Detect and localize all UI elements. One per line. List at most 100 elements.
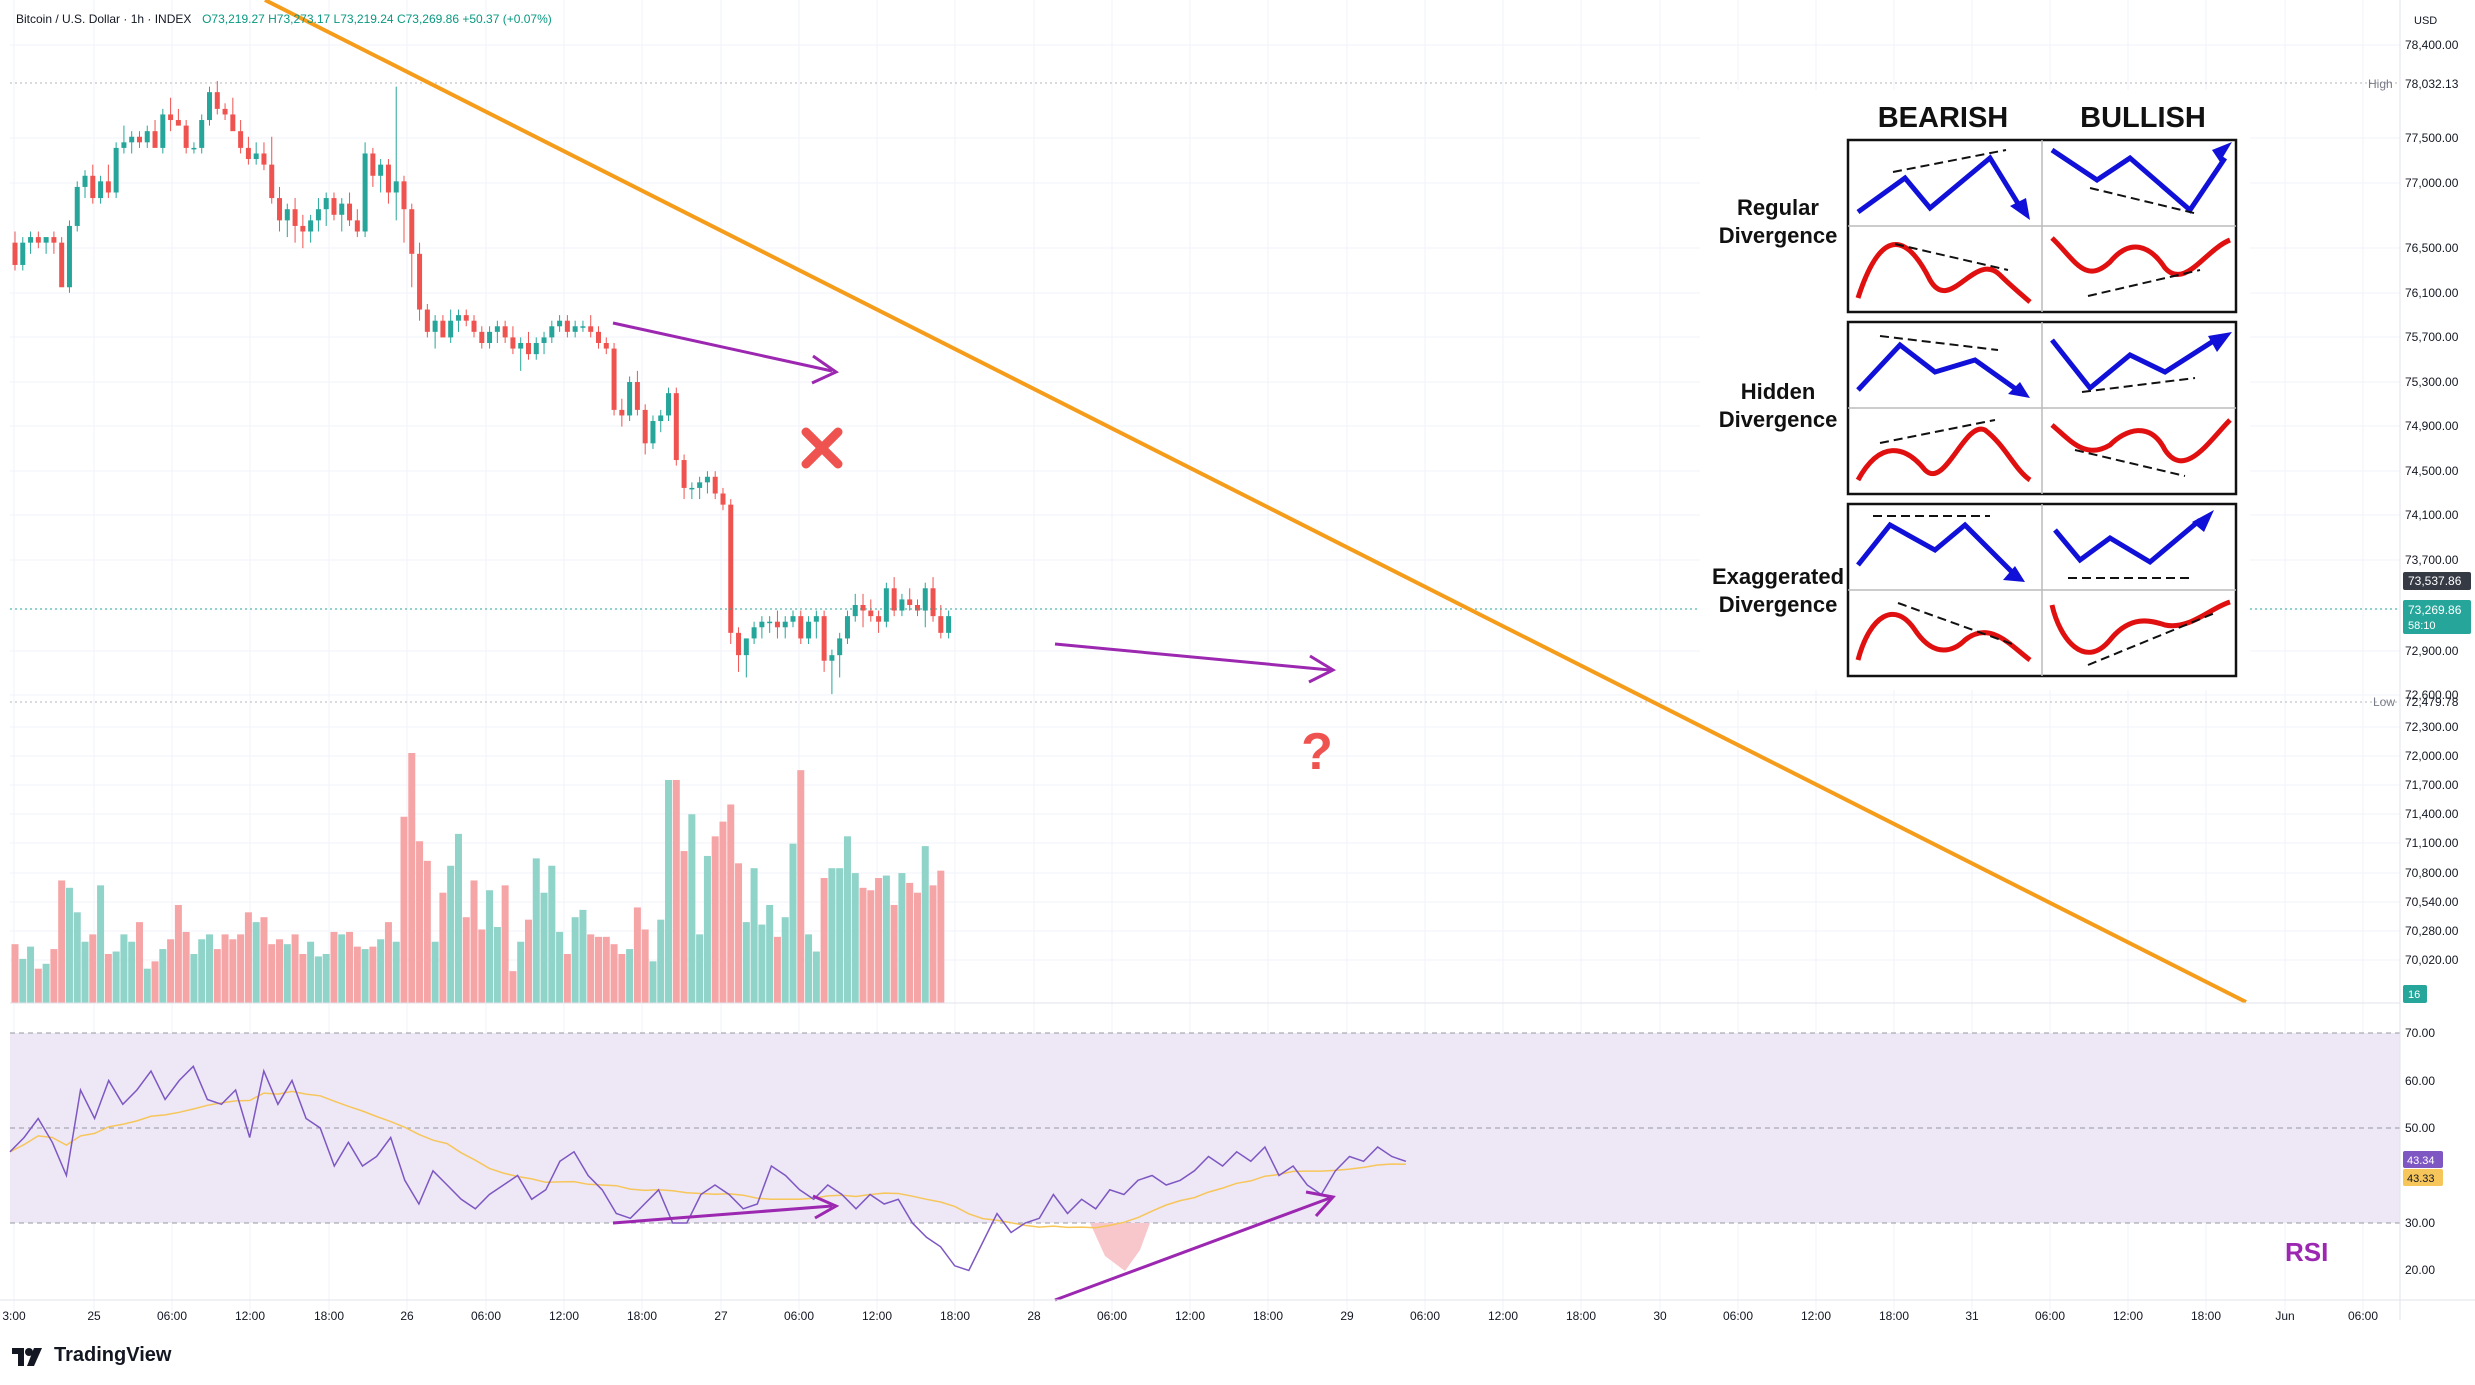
invalid-x-icon — [801, 427, 843, 469]
price-tick-label: 72,300.00 — [2405, 720, 2459, 734]
price-tick-label: 74,500.00 — [2405, 464, 2459, 478]
volume-bar — [167, 939, 175, 1003]
candle — [704, 471, 710, 494]
candle — [230, 97, 236, 132]
price-tick-label: 72,600.00 — [2405, 688, 2459, 702]
volume-bar — [773, 936, 781, 1003]
volume-bar — [454, 833, 462, 1003]
candle — [891, 577, 897, 617]
volume-bar — [602, 936, 610, 1003]
candle — [697, 476, 703, 500]
price-tick-label: 76,100.00 — [2405, 286, 2459, 300]
volume-bar — [299, 953, 307, 1003]
price-tick-label: 74,100.00 — [2405, 508, 2459, 522]
close-value: C73,269.86 — [396, 12, 460, 26]
volume-bar — [859, 887, 867, 1003]
volume-bar — [509, 971, 517, 1003]
candle — [315, 198, 321, 232]
price-divergence-arrow-2[interactable] — [1054, 642, 1337, 684]
candle — [463, 309, 469, 327]
candle — [759, 616, 765, 639]
volume-bar — [548, 865, 556, 1003]
candle — [261, 142, 267, 171]
volume-bar — [672, 779, 680, 1003]
candle — [471, 315, 477, 338]
candle — [409, 203, 415, 288]
tradingview-logo[interactable]: TradingView — [12, 1344, 171, 1367]
candle — [876, 610, 882, 633]
candle — [806, 616, 812, 645]
volume-bar — [89, 934, 97, 1003]
volume-bar — [524, 919, 532, 1003]
candle — [650, 415, 656, 449]
candle — [852, 593, 858, 622]
volume-bar — [268, 944, 276, 1003]
volume-bar — [820, 878, 828, 1003]
time-tick-label: 06:00 — [2035, 1309, 2065, 1323]
trendline[interactable] — [264, 0, 2247, 1004]
candle — [20, 237, 26, 271]
candle — [284, 203, 290, 238]
time-axis[interactable]: 3:00 25 06:00 12:00 18:00 26 06:00 12:00 18:00 27… — [0, 1299, 2475, 1323]
time-tick-label: 12:00 — [1801, 1309, 1831, 1323]
price-axis[interactable]: 78,400.00 77,500.00 77,000.00 76,500.00 76,1… — [2405, 38, 2459, 967]
volume-bar — [237, 934, 245, 1003]
volume-bar — [727, 804, 735, 1003]
volume-bar — [346, 931, 354, 1003]
candle — [914, 599, 920, 617]
price-tick-label: 73,700.00 — [2405, 553, 2459, 567]
candle — [121, 125, 127, 154]
candle — [541, 331, 547, 355]
time-tick-label: 12:00 — [549, 1309, 579, 1323]
last-price-marker: 73,269.86 58:10 — [2403, 600, 2471, 634]
time-tick-label: 26 — [400, 1309, 414, 1323]
volume-bar — [812, 951, 820, 1003]
price-divergence-arrow-1[interactable] — [612, 321, 840, 385]
time-tick-label: 18:00 — [1879, 1309, 1909, 1323]
volume-bar — [618, 953, 626, 1003]
volume-bar — [680, 851, 688, 1003]
price-tick-label: 71,400.00 — [2405, 807, 2459, 821]
volume-bar — [439, 892, 447, 1003]
candle — [82, 170, 88, 199]
price-tick-label: 77,000.00 — [2405, 176, 2459, 190]
candle — [66, 220, 72, 293]
volume-bar — [400, 816, 408, 1003]
time-tick-label: 06:00 — [1097, 1309, 1127, 1323]
symbol-header[interactable]: Bitcoin / U.S. Dollar · 1h · INDEX O73,2… — [16, 12, 552, 26]
rsi-divergence-arrow-2[interactable] — [1054, 1190, 1336, 1302]
price-tick-label: 78,400.00 — [2405, 38, 2459, 52]
rsi-oversold-fill — [1090, 1223, 1150, 1271]
price-tick-label: 70,280.00 — [2405, 924, 2459, 938]
time-tick-label: 06:00 — [157, 1309, 187, 1323]
volume-bar — [470, 880, 478, 1003]
svg-text:16: 16 — [2408, 989, 2420, 1001]
time-tick-label: 3:00 — [2, 1309, 26, 1323]
volume-bar — [369, 946, 377, 1003]
volume-bar — [563, 953, 571, 1003]
rsi-tick-label: 30.00 — [2405, 1216, 2435, 1230]
candle — [502, 320, 508, 343]
volume-bar — [649, 961, 657, 1003]
symbol-title: Bitcoin / U.S. Dollar · 1h · INDEX — [16, 12, 192, 26]
volume-bar — [322, 953, 330, 1003]
time-tick-label: 18:00 — [627, 1309, 657, 1323]
volume-bar — [517, 941, 525, 1003]
volume-bar — [447, 865, 455, 1003]
volume-bar — [229, 939, 237, 1003]
volume-bar — [766, 904, 774, 1003]
volume-bar — [73, 912, 81, 1003]
candle — [844, 610, 850, 645]
volume-bar — [486, 890, 494, 1003]
candle — [401, 175, 407, 243]
volume-bar — [532, 858, 540, 1003]
price-tick-label: 71,700.00 — [2405, 778, 2459, 792]
rsi-tick-label: 20.00 — [2405, 1263, 2435, 1277]
volume-bar — [283, 944, 291, 1003]
candle — [720, 487, 726, 511]
rsi-divergence-arrow-1[interactable] — [612, 1194, 840, 1225]
rsi-tick-label: 60.00 — [2405, 1074, 2435, 1088]
rsi-ma-badge: 43.33 — [2403, 1169, 2443, 1186]
volume-bar — [626, 949, 634, 1003]
